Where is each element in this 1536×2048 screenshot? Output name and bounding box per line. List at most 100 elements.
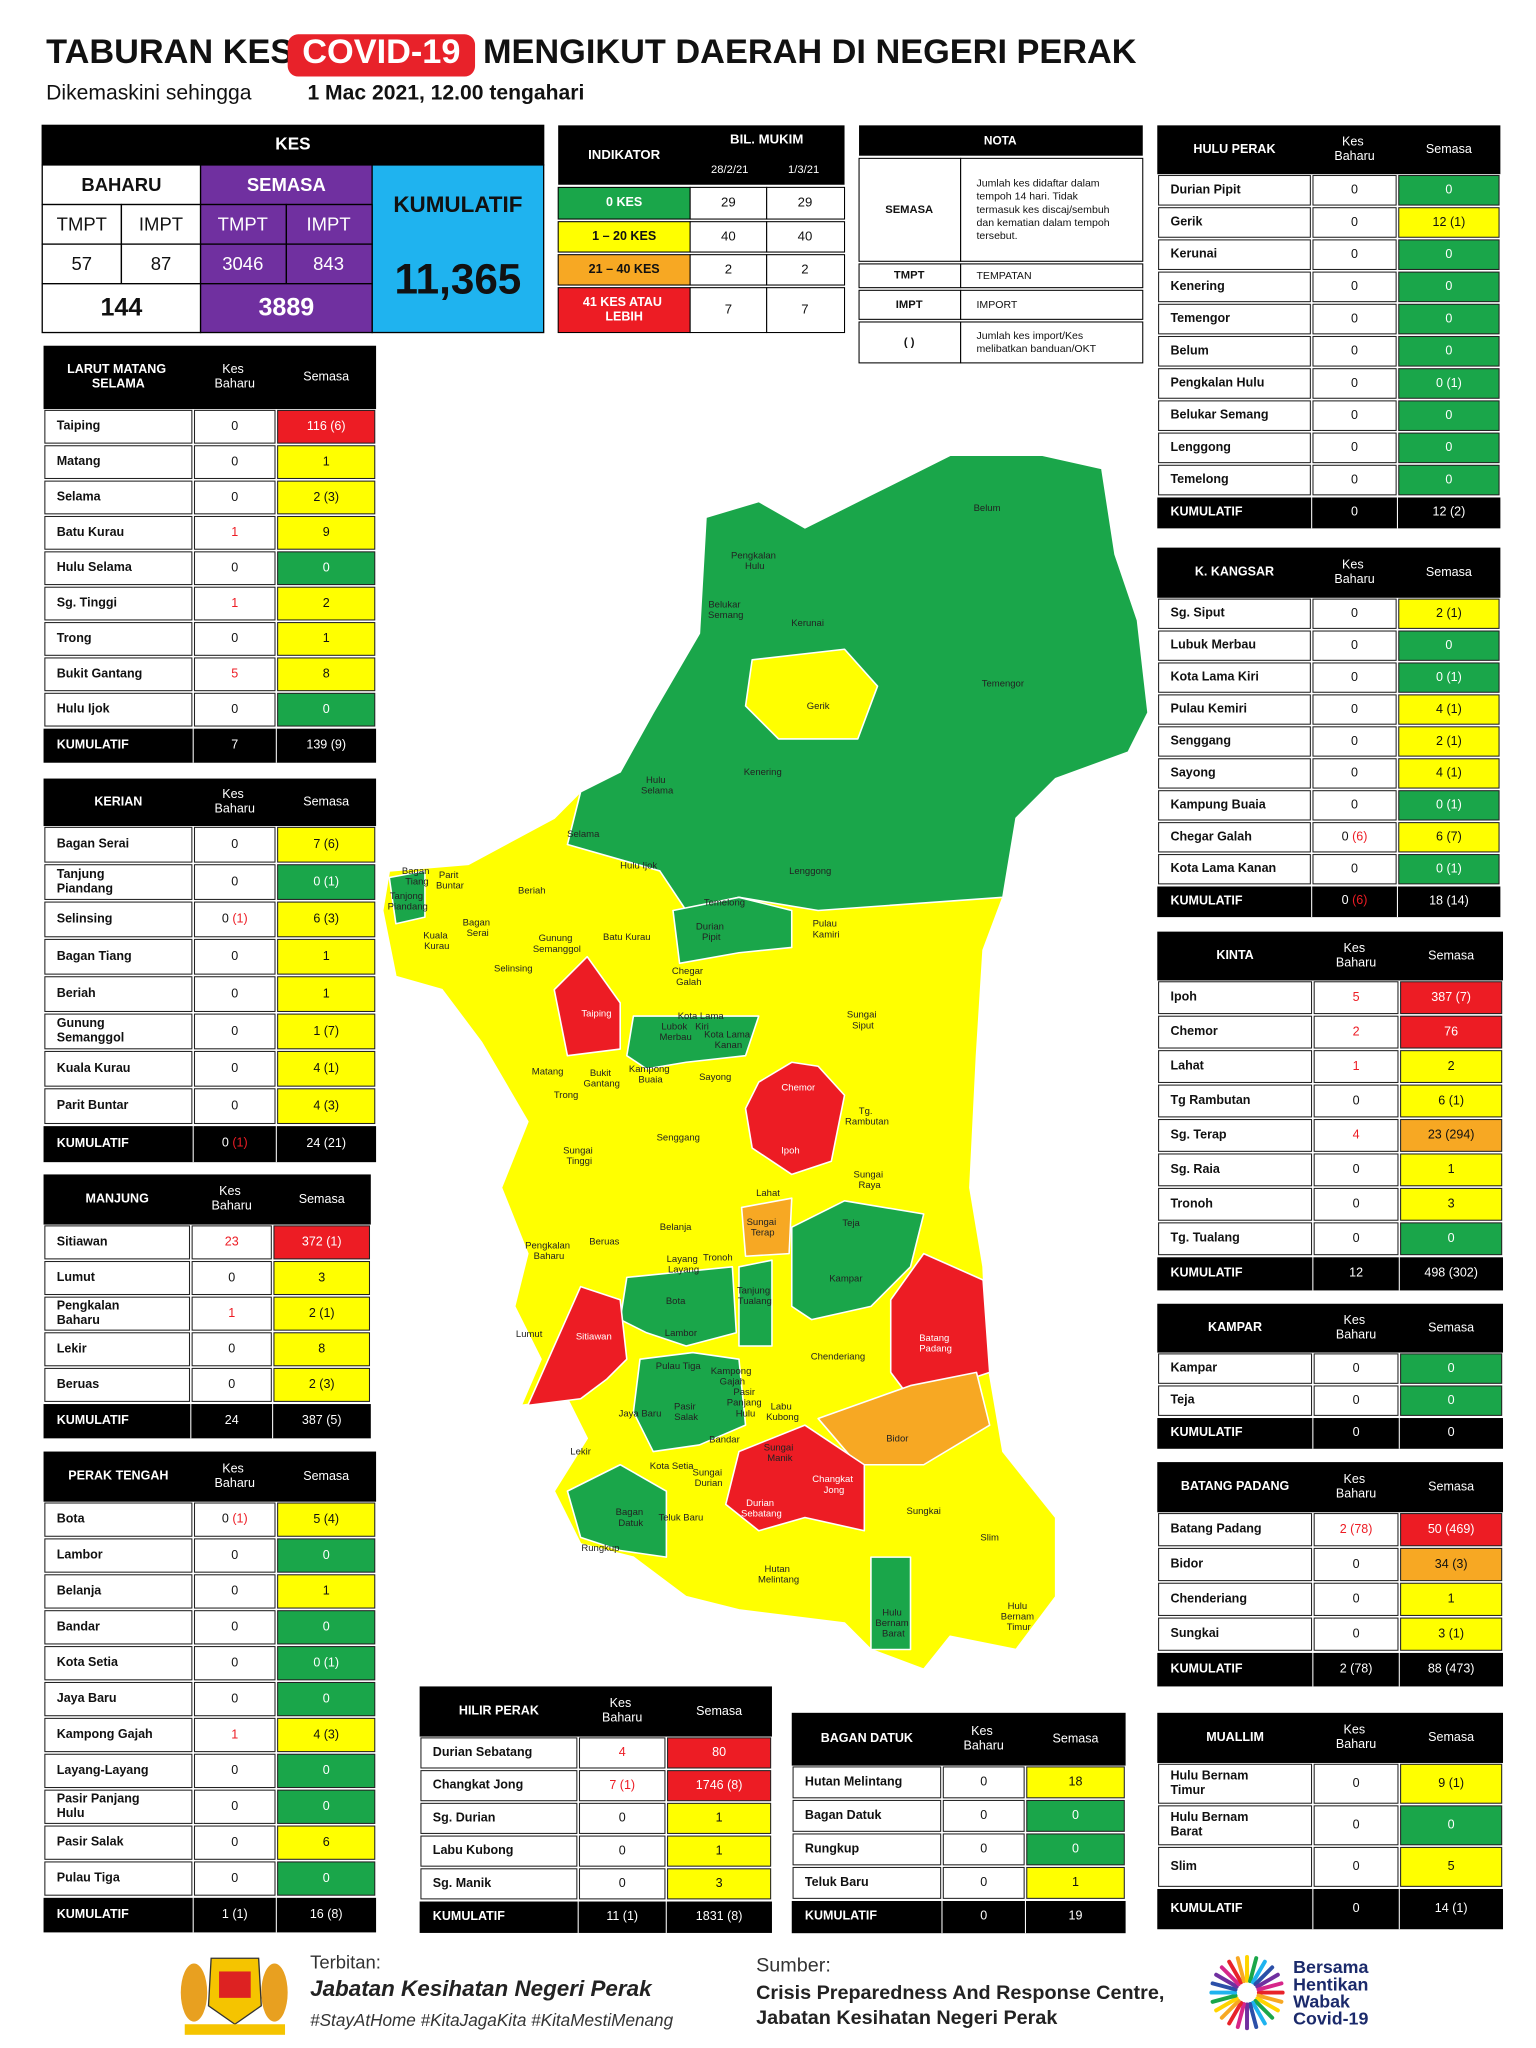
- cell: [1312, 464, 1397, 496]
- text-line: Kampong Gajah: [57, 1727, 153, 1741]
- total-new: 0: [1351, 505, 1358, 519]
- text-line: Kes: [610, 1697, 635, 1711]
- map-label: Temengor: [982, 678, 1024, 689]
- active-cases: 0: [323, 702, 330, 716]
- cell: [858, 289, 962, 320]
- active-cases: 0: [1448, 1818, 1455, 1832]
- cell: [193, 409, 276, 444]
- text-line: Sungai: [847, 1009, 879, 1020]
- text-line: Bernam: [875, 1618, 911, 1629]
- map-label: Sungkai: [907, 1505, 941, 1516]
- text-line: Siput: [852, 1020, 874, 1031]
- area-name: Sg. Manik: [433, 1876, 491, 1890]
- active-cases: 4 (1): [1436, 702, 1462, 716]
- text-line: Jaya Baru: [619, 1408, 662, 1419]
- text-line: Bagan: [616, 1507, 646, 1518]
- cell: [1158, 335, 1311, 367]
- cell: [1312, 694, 1397, 725]
- map-label: Sitiawan: [576, 1331, 612, 1342]
- cell: [578, 1868, 666, 1900]
- text-line: Gunung: [539, 933, 575, 944]
- text-line: Pengkalan: [57, 1299, 123, 1313]
- table-header: [419, 1686, 772, 1737]
- new-cases: 0: [1353, 1626, 1360, 1640]
- map-label: Kampar: [829, 1273, 862, 1284]
- text-line: Kubong: [766, 1412, 799, 1423]
- new-cases: 0: [231, 837, 238, 851]
- cell: [193, 976, 276, 1012]
- cell: [1158, 854, 1311, 885]
- text-line: Slim: [1170, 1859, 1196, 1873]
- active-cases: 5: [1448, 1859, 1455, 1873]
- area-name: Pengkalan Hulu: [1170, 376, 1264, 390]
- column-header: Semasa: [696, 1704, 742, 1718]
- kes-texts: KES BAHARU SEMASA KUMULATIF TMPT IMPT TM…: [57, 134, 523, 322]
- cell: [1158, 1805, 1313, 1846]
- status-cell: [1398, 662, 1500, 693]
- district-name: KINTA: [1216, 948, 1253, 962]
- new-cases: 0: [1353, 1776, 1360, 1790]
- status-cell: [667, 1868, 772, 1900]
- new-cases: 0: [231, 1620, 238, 1634]
- cell: [193, 445, 276, 480]
- map-label: Pengkalan Baharu: [525, 1240, 573, 1262]
- active-cases: 0: [1445, 472, 1452, 486]
- indicator-label: 0 KES: [606, 196, 642, 210]
- logo-ray: [1227, 2000, 1244, 2026]
- total-active: 16 (8): [310, 1907, 343, 1921]
- cell: [193, 1861, 276, 1896]
- text-line: Layang-Layang: [57, 1763, 149, 1777]
- district-name: BATANG PADANG: [1181, 1479, 1289, 1493]
- map-label: Beruas: [589, 1236, 619, 1247]
- text-line: Baharu: [212, 1199, 252, 1213]
- map-label: Pasir Panjang Hulu: [727, 1387, 765, 1419]
- cell: [191, 1296, 272, 1331]
- total-new: 0: [980, 1909, 987, 1923]
- table-header: [1157, 1712, 1504, 1763]
- new-cases: 0: [619, 1876, 626, 1890]
- header-text: 28/2/21: [711, 164, 748, 176]
- cell: [960, 321, 1144, 364]
- active-cases: 3: [716, 1876, 723, 1890]
- text-line: KERIAN: [94, 795, 142, 809]
- map-label: Teluk Baru: [658, 1512, 703, 1523]
- text-line: Beriah: [57, 986, 96, 1000]
- total-row: [419, 1901, 772, 1933]
- area-name: Batu Kurau: [57, 525, 124, 539]
- map-region: [724, 1424, 866, 1532]
- active-cases: 116 (6): [307, 419, 346, 433]
- area-name: Pulau Kemiri: [1170, 702, 1247, 716]
- cell: [44, 657, 193, 692]
- text-line: Baharu: [215, 377, 255, 391]
- total-active: 14 (1): [1435, 1901, 1468, 1915]
- new-cases: 0: [1353, 1093, 1360, 1107]
- source: Jabatan Kesihatan Negeri Perak: [756, 2007, 1058, 2029]
- text-line: Pasir: [733, 1387, 757, 1398]
- district-table: HULU PERAK Kes Baharu Semasa Durian Pipit 0 0…: [1157, 125, 1501, 529]
- map-label: Lambor: [665, 1327, 697, 1338]
- text-line: BATANG PADANG: [1181, 1479, 1289, 1493]
- logo-ray: [1219, 1965, 1241, 1987]
- total-active: 1831 (8): [696, 1909, 743, 1923]
- status-cell: [277, 864, 376, 900]
- cell: [44, 1332, 191, 1367]
- map-label: Chemor: [781, 1082, 815, 1093]
- text-line: Rambutan: [845, 1116, 889, 1127]
- map-label: Batang Padang: [919, 1333, 952, 1355]
- text-line: KAMPAR: [1208, 1320, 1262, 1334]
- new-cases: 0: [231, 702, 238, 716]
- total-new: 0 (6): [1342, 893, 1368, 907]
- cell: [193, 586, 276, 621]
- new-cases: 0: [231, 1799, 238, 1813]
- cell: [689, 287, 768, 334]
- text-line: Baharu: [1334, 572, 1374, 586]
- total-label: KUMULATIF: [57, 1136, 129, 1150]
- text-line: Pasir Panjang: [57, 1792, 143, 1806]
- text-line: Bersama: [1293, 1957, 1373, 1977]
- area-name: Sitiawan: [57, 1235, 108, 1249]
- map-label: Tg. Rambutan: [845, 1106, 889, 1128]
- text-line: LEBIH: [605, 310, 643, 324]
- status-cell: [1398, 694, 1500, 725]
- text-line: Kes: [1344, 941, 1369, 955]
